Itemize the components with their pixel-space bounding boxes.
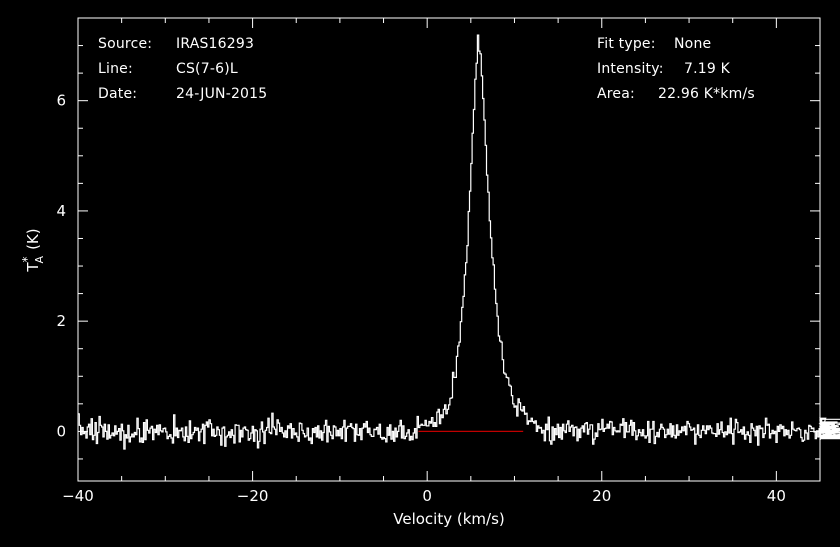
x-axis-label: Velocity (km/s)	[393, 510, 504, 528]
intensity-label: Intensity:	[597, 61, 664, 77]
x-tick-label: −40	[62, 487, 94, 505]
x-tick-label: 40	[767, 487, 786, 505]
source-value: IRAS16293	[176, 36, 255, 52]
line-value: CS(7-6)L	[176, 61, 238, 77]
y-axis-label: T*A (K)	[20, 228, 46, 272]
fit-type-label: Fit type:	[597, 36, 656, 52]
y-axis-label-unit: (K)	[24, 228, 42, 250]
y-axis-label-sub: A	[33, 255, 46, 263]
y-tick-label: 4	[56, 202, 66, 220]
tick-labels: −40 −20 0 20 40 0 2 4 6	[56, 92, 785, 505]
y-tick-label: 0	[56, 422, 66, 440]
line-label: Line:	[98, 61, 133, 77]
axis-ticks	[77, 17, 821, 481]
x-tick-label: 0	[422, 487, 432, 505]
y-tick-label: 6	[56, 92, 66, 110]
fit-type-value: None	[674, 36, 712, 52]
x-tick-label: −20	[237, 487, 269, 505]
svg-text:T*A(K): T*A (K)	[20, 228, 46, 272]
intensity-value: 7.19 K	[684, 61, 731, 77]
area-value: 22.96 K*km/s	[658, 86, 755, 102]
date-label: Date:	[98, 86, 138, 102]
date-value: 24-JUN-2015	[176, 86, 268, 102]
x-tick-label: 20	[592, 487, 611, 505]
y-axis-label-sup: *	[20, 256, 34, 262]
y-tick-label: 2	[56, 312, 66, 330]
source-label: Source:	[98, 36, 153, 52]
y-axis-label-main: T	[24, 262, 42, 273]
plot-frame	[77, 17, 821, 482]
spectrum-line	[78, 34, 840, 450]
area-label: Area:	[597, 86, 635, 102]
